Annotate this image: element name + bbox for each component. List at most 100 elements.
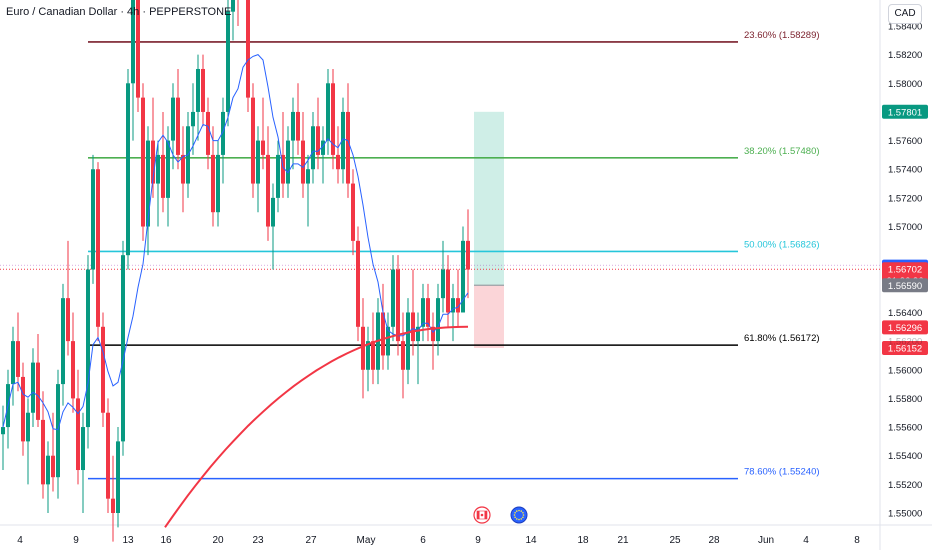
candle bbox=[101, 312, 105, 428]
candle-body bbox=[246, 0, 250, 98]
candle bbox=[71, 312, 75, 413]
y-tick-label: 1.55000 bbox=[888, 509, 922, 520]
candle-body bbox=[276, 154, 280, 198]
candle bbox=[121, 240, 125, 456]
y-tick-label: 1.55400 bbox=[888, 451, 922, 462]
candle-body bbox=[331, 83, 335, 155]
candle bbox=[31, 348, 35, 428]
x-tick-label: 9 bbox=[475, 535, 481, 546]
candle bbox=[36, 333, 40, 428]
candle bbox=[216, 140, 220, 227]
candle bbox=[206, 97, 210, 170]
candle bbox=[176, 68, 180, 170]
candle bbox=[256, 126, 260, 213]
candle-body bbox=[71, 341, 75, 399]
candle-body bbox=[366, 341, 370, 370]
candle bbox=[231, 0, 235, 41]
candle-body bbox=[1, 427, 5, 435]
candle bbox=[436, 283, 440, 356]
candle-body bbox=[76, 398, 80, 471]
candle-body bbox=[46, 455, 50, 485]
candle bbox=[141, 83, 145, 241]
candle bbox=[291, 97, 295, 170]
candle bbox=[11, 326, 15, 406]
candle-body bbox=[136, 0, 140, 98]
candle-body bbox=[456, 298, 460, 313]
candle-body bbox=[106, 412, 110, 499]
candle-body bbox=[91, 169, 95, 270]
candle bbox=[21, 362, 25, 456]
candle-body bbox=[251, 97, 255, 184]
candle bbox=[441, 240, 445, 313]
candle bbox=[466, 209, 470, 299]
candle-body bbox=[446, 269, 450, 313]
candle bbox=[237, 0, 239, 26]
candle-body bbox=[166, 140, 170, 198]
candle bbox=[246, 0, 250, 112]
candle bbox=[296, 83, 300, 155]
candle-body bbox=[326, 83, 330, 141]
candle-body bbox=[281, 154, 285, 184]
canada-flag-icon[interactable] bbox=[473, 506, 491, 524]
candle-body bbox=[321, 140, 325, 155]
candle-body bbox=[156, 154, 160, 184]
candle-body bbox=[441, 269, 445, 299]
candle bbox=[386, 312, 390, 370]
candle bbox=[66, 240, 70, 356]
price-badge-text: 1.56702 bbox=[888, 265, 922, 276]
candle-body bbox=[211, 154, 215, 213]
candle bbox=[131, 0, 135, 141]
x-tick-label: 14 bbox=[525, 535, 537, 546]
eu-flag-icon[interactable] bbox=[510, 506, 528, 524]
x-tick-label: 25 bbox=[669, 535, 681, 546]
candle bbox=[381, 283, 385, 370]
candle bbox=[196, 54, 200, 141]
candle bbox=[251, 83, 255, 198]
currency-selector[interactable]: CAD bbox=[888, 4, 922, 24]
candle-body bbox=[126, 83, 130, 256]
candle bbox=[16, 312, 20, 392]
candle-body bbox=[36, 362, 40, 420]
candle-body bbox=[86, 269, 90, 428]
y-tick-label: 1.55600 bbox=[888, 423, 922, 434]
price-badge: 1.56590 bbox=[882, 278, 928, 293]
candle bbox=[336, 126, 340, 184]
y-tick-label: 1.56400 bbox=[888, 308, 922, 319]
x-tick-label: 6 bbox=[420, 535, 426, 546]
candle-body bbox=[291, 111, 295, 141]
candle-body bbox=[406, 312, 410, 370]
candle-body bbox=[436, 298, 440, 342]
candle bbox=[426, 283, 430, 342]
position-loss-zone bbox=[474, 285, 504, 348]
price-badge: 1.56296 bbox=[882, 320, 928, 335]
candle bbox=[266, 126, 270, 241]
x-tick-label: 13 bbox=[122, 535, 134, 546]
y-tick-label: 1.57400 bbox=[888, 165, 922, 176]
fib-level-label: 78.60% (1.55240) bbox=[744, 467, 820, 478]
candle bbox=[116, 427, 120, 528]
x-tick-label: 21 bbox=[617, 535, 629, 546]
candle-body bbox=[411, 312, 415, 342]
candle-body bbox=[271, 197, 275, 227]
candle bbox=[271, 183, 275, 270]
candle-body bbox=[226, 11, 230, 112]
candle bbox=[51, 412, 55, 492]
candle-body bbox=[396, 269, 400, 342]
candle-body bbox=[421, 298, 425, 327]
candle bbox=[321, 126, 325, 184]
candle bbox=[211, 126, 215, 227]
candle bbox=[316, 97, 320, 170]
candle bbox=[156, 140, 160, 227]
candle-body bbox=[261, 140, 265, 155]
candle-body bbox=[306, 169, 310, 184]
candle bbox=[106, 398, 110, 513]
candle-body bbox=[336, 154, 340, 170]
candle-body bbox=[266, 154, 270, 227]
candle bbox=[396, 255, 400, 356]
fib-level-label: 38.20% (1.57480) bbox=[744, 146, 820, 157]
candle-body bbox=[146, 140, 150, 227]
candle bbox=[456, 269, 460, 327]
x-tick-label: 9 bbox=[73, 535, 79, 546]
candle-body bbox=[416, 326, 420, 342]
